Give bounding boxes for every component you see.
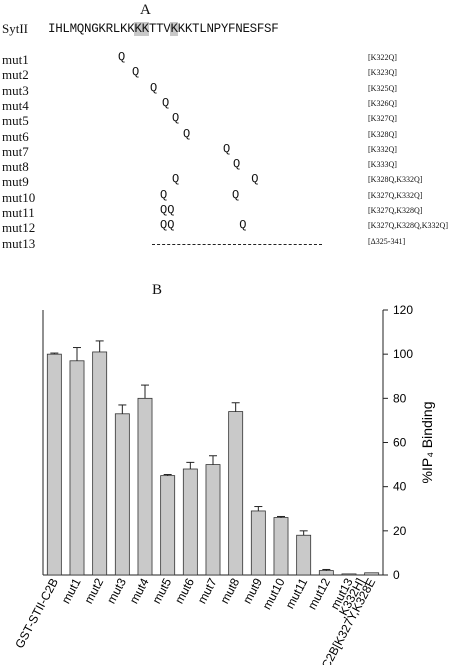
bar [250, 510, 266, 576]
x-tick-label: mut4 [127, 576, 152, 606]
sequence-highlight-1: KK [134, 22, 149, 36]
bar [182, 468, 198, 576]
mutant-name: mut7 [2, 143, 29, 159]
mutant-name: mut5 [2, 113, 29, 129]
mutant-name: mut11 [2, 205, 35, 220]
mutation-marker: Q [233, 157, 241, 172]
mutation-marker: Q [223, 141, 231, 156]
bar [318, 570, 334, 576]
mutation-description: [K328Q] [368, 129, 397, 139]
mutation-description: [K326Q] [368, 98, 397, 108]
mutant-row: mut8 Q [K333Q] [0, 157, 474, 175]
bar [137, 397, 153, 576]
x-tick-label: GST-STII-C2B [12, 576, 61, 651]
panel-a-letter: A [140, 2, 151, 18]
mutation-description: [Δ325-341] [368, 236, 406, 246]
x-tick-label: mut3 [104, 576, 129, 606]
mutation-description: [K327Q,K332Q] [368, 190, 423, 200]
mutation-marker: Q Q [172, 172, 259, 187]
mutant-row: mut3 Q [K325Q] [0, 80, 474, 98]
panel-b-letter: B [152, 282, 163, 298]
mutant-row: mut6 Q [K328Q] [0, 126, 474, 144]
mutant-name: mut2 [2, 67, 29, 83]
bar [341, 573, 357, 576]
x-tick-label: mut6 [172, 576, 197, 606]
mutant-row: mut11 QQ [K327Q,K328Q] [0, 203, 474, 220]
mutant-row: mut5 Q [K327Q] [0, 111, 474, 129]
y-tick-label: 60 [393, 436, 407, 450]
mutant-row: mut7 Q [K332Q] [0, 141, 474, 159]
sytii-sequence: IHLMQNGKRLKKKKTTVKKKTLNPYFNESFSF [48, 22, 279, 36]
x-tick-label: mut1 [59, 576, 84, 606]
mutant-name: mut1 [2, 52, 29, 67]
mutation-description: [K333Q] [368, 160, 397, 170]
y-axis-label: %IP₄ Binding [419, 402, 435, 484]
sequence-part-3: KKTLNPYFNESFSF [177, 22, 279, 36]
y-tick-label: 20 [393, 524, 407, 538]
x-tick-label: mut10 [260, 576, 288, 612]
bar [205, 464, 221, 576]
mutation-description: [K327Q,K328Q,K332Q] [368, 221, 448, 231]
mutant-row: mut10 Q Q [K327Q,K332Q] [0, 187, 474, 205]
mutant-name: mut6 [2, 128, 29, 144]
mutant-name: mut10 [2, 189, 36, 205]
mutation-description: [K322Q] [368, 53, 397, 62]
mutant-name: mut13 [2, 235, 36, 251]
mutation-marker: QQ Q [160, 218, 247, 233]
mutation-marker: Q Q [160, 187, 240, 202]
bar [296, 534, 312, 576]
sequence-highlight-2: K [170, 22, 178, 36]
y-tick-label: 40 [393, 480, 407, 494]
bar [228, 411, 244, 576]
mutant-row: mut13 [Δ325-341] [0, 236, 474, 251]
sequence-label: SytII [2, 21, 28, 36]
y-tick-label: 80 [393, 391, 407, 405]
mutant-row: mut4 Q [K326Q] [0, 95, 474, 113]
mutation-marker: Q [183, 126, 191, 141]
mutation-description: [K327Q,K328Q] [368, 206, 423, 215]
x-tick-label: mut8 [217, 576, 242, 606]
deletion-line [152, 243, 322, 245]
mutant-name: mut3 [2, 82, 29, 98]
y-tick-label: 120 [393, 303, 413, 317]
x-tick-label: mut2 [81, 576, 106, 606]
mutant-name: mut4 [2, 97, 29, 113]
mutant-row: mut1 Q [K322Q] [0, 50, 474, 67]
mutation-description: [K332Q] [368, 144, 397, 154]
y-tick-label: 0 [393, 568, 400, 582]
mutation-marker: Q [150, 80, 158, 95]
bar [46, 353, 62, 576]
mutation-marker: QQ [160, 203, 175, 217]
mutant-name: mut8 [2, 159, 29, 175]
mutant-name: mut12 [2, 220, 36, 236]
bar [273, 517, 289, 576]
mutation-description: [K328Q,K332Q] [368, 175, 423, 185]
sequence-part-2: TTV [148, 22, 171, 36]
x-tick-label: mut5 [149, 576, 174, 606]
mutation-description: [K325Q] [368, 83, 397, 93]
bar [92, 351, 108, 576]
mutation-marker: Q [162, 95, 170, 110]
mutation-marker: Q [172, 111, 180, 126]
x-tick-label: mut7 [195, 576, 220, 606]
mutation-marker: Q [132, 65, 140, 80]
mutation-description: [K323Q] [368, 68, 397, 78]
mutant-row: mut12 QQ Q [K327Q,K328Q,K332Q] [0, 218, 474, 236]
mutant-row: mut2 Q [K323Q] [0, 65, 474, 83]
mutation-description: [K327Q] [368, 114, 397, 124]
y-tick-label: 100 [393, 347, 413, 361]
mutant-row: mut9 Q Q [K328Q,K332Q] [0, 172, 474, 190]
bar [114, 413, 130, 576]
mutation-marker: Q [118, 50, 126, 64]
bar [364, 572, 380, 576]
bar [69, 360, 85, 576]
bar [160, 475, 176, 576]
mutant-name: mut9 [2, 174, 29, 190]
sequence-part-1: IHLMQNGKRLKK [48, 22, 135, 36]
